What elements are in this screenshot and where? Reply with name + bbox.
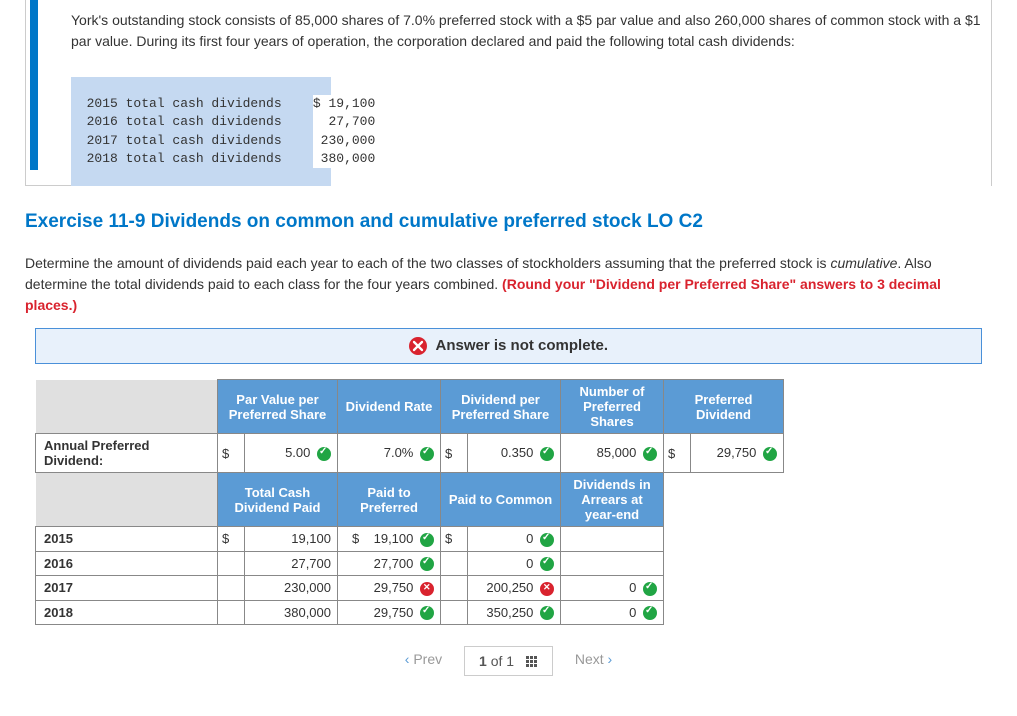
- col-par-value: Par Value per Preferred Share: [218, 380, 338, 434]
- total-cur[interactable]: [218, 600, 245, 625]
- com-cur[interactable]: $: [441, 527, 468, 552]
- year-label: 2015: [36, 527, 218, 552]
- col-dps: Dividend per Preferred Share: [441, 380, 561, 434]
- pager: ‹ Prev 1 of 1 Next ›: [25, 645, 992, 675]
- annual-shares[interactable]: 85,000: [561, 434, 664, 473]
- problem-intro: York's outstanding stock consists of 85,…: [71, 10, 991, 52]
- total-paid[interactable]: 380,000: [245, 600, 338, 625]
- paid-pref[interactable]: 27,700: [338, 551, 441, 576]
- annual-dps[interactable]: 0.350: [468, 434, 561, 473]
- col-paid-pref: Paid to Preferred: [338, 473, 441, 527]
- year-label: 2017: [36, 576, 218, 601]
- cross-icon: [540, 582, 554, 596]
- col-arrears: Dividends in Arrears at year-end: [561, 473, 664, 527]
- next-button[interactable]: Next ›: [557, 645, 630, 673]
- dividend-data-block: 2015 total cash dividends $ 19,100 2016 …: [71, 67, 991, 196]
- paid-pref[interactable]: $ 19,100: [338, 527, 441, 552]
- accent-bar: [30, 0, 38, 170]
- paid-pref[interactable]: 29,750: [338, 576, 441, 601]
- col-paid-common: Paid to Common: [441, 473, 561, 527]
- total-paid[interactable]: 230,000: [245, 576, 338, 601]
- annual-dps-cur[interactable]: $: [441, 434, 468, 473]
- annual-par-cur[interactable]: $: [218, 434, 245, 473]
- grid-icon[interactable]: [526, 656, 538, 668]
- annual-rate[interactable]: 7.0%: [338, 434, 441, 473]
- col-div-rate: Dividend Rate: [338, 380, 441, 434]
- annual-div[interactable]: 29,750: [691, 434, 784, 473]
- col-pref-div: Preferred Dividend: [664, 380, 784, 434]
- annual-par[interactable]: 5.00: [245, 434, 338, 473]
- year-label: 2018: [36, 600, 218, 625]
- cross-icon: [409, 337, 427, 355]
- check-icon: [540, 447, 554, 461]
- arrears[interactable]: [561, 527, 664, 552]
- com-cur[interactable]: [441, 576, 468, 601]
- paid-common[interactable]: 0: [468, 527, 561, 552]
- annual-label: Annual Preferred Dividend:: [36, 434, 218, 473]
- paid-common[interactable]: 200,250: [468, 576, 561, 601]
- arrears[interactable]: 0: [561, 600, 664, 625]
- arrears[interactable]: 0: [561, 576, 664, 601]
- year-label: 2016: [36, 551, 218, 576]
- check-icon: [420, 533, 434, 547]
- cross-icon: [420, 582, 434, 596]
- check-icon: [643, 582, 657, 596]
- annual-div-cur[interactable]: $: [664, 434, 691, 473]
- check-icon: [540, 557, 554, 571]
- total-cur[interactable]: [218, 551, 245, 576]
- exercise-instructions: Determine the amount of dividends paid e…: [25, 253, 992, 316]
- check-icon: [763, 447, 777, 461]
- total-paid[interactable]: 19,100: [245, 527, 338, 552]
- col-total-paid: Total Cash Dividend Paid: [218, 473, 338, 527]
- paid-pref[interactable]: 29,750: [338, 600, 441, 625]
- answer-table: Par Value per Preferred Share Dividend R…: [35, 379, 784, 625]
- check-icon: [420, 606, 434, 620]
- check-icon: [317, 447, 331, 461]
- check-icon: [420, 557, 434, 571]
- total-cur[interactable]: $: [218, 527, 245, 552]
- completeness-alert: Answer is not complete.: [35, 328, 982, 364]
- arrears[interactable]: [561, 551, 664, 576]
- check-icon: [643, 606, 657, 620]
- page-counter: 1 of 1: [464, 646, 553, 676]
- com-cur[interactable]: [441, 600, 468, 625]
- check-icon: [420, 447, 434, 461]
- paid-common[interactable]: 350,250: [468, 600, 561, 625]
- check-icon: [643, 447, 657, 461]
- check-icon: [540, 533, 554, 547]
- col-shares: Number of Preferred Shares: [561, 380, 664, 434]
- paid-common[interactable]: 0: [468, 551, 561, 576]
- total-cur[interactable]: [218, 576, 245, 601]
- com-cur[interactable]: [441, 551, 468, 576]
- total-paid[interactable]: 27,700: [245, 551, 338, 576]
- exercise-title: Exercise 11-9 Dividends on common and cu…: [25, 211, 992, 233]
- check-icon: [540, 606, 554, 620]
- prev-button[interactable]: ‹ Prev: [387, 645, 460, 673]
